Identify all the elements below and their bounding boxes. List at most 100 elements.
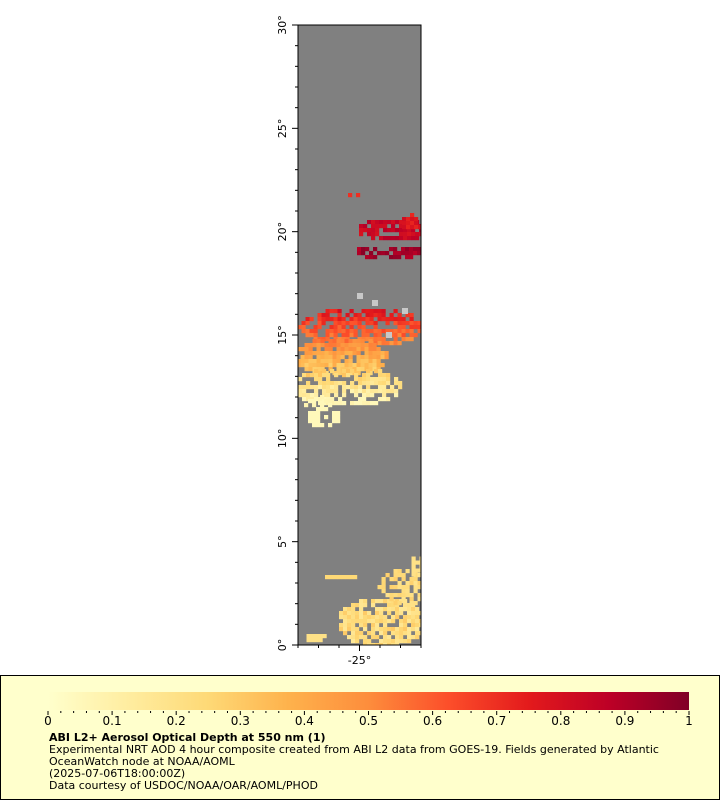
aod-cell [349,325,354,330]
aod-cell [342,385,347,390]
aod-cell [415,232,420,237]
aod-cell [409,337,414,342]
aod-cell [354,377,359,382]
aod-cell [344,363,349,368]
aod-cell [403,639,408,644]
aod-cell [336,367,341,372]
aod-cell [373,329,378,334]
aod-cell [383,623,388,628]
aod-cell [309,317,314,322]
aod-cell [401,577,406,582]
colorbar-tick-label: 0.4 [295,714,314,728]
aod-cell [411,615,416,620]
aod-cell [344,339,349,344]
aod-cell [363,603,368,608]
aod-cell [310,393,315,398]
aod-cell [367,643,372,645]
aod-cell [320,339,325,344]
aod-cell [385,341,390,346]
aod-cell [333,309,338,314]
aod-cell [379,615,384,620]
aod-cell [333,333,338,338]
aod-cell [330,381,335,386]
aod-cell [417,247,421,252]
aod-cell [409,321,414,326]
latitude-label: 5° [276,535,289,548]
aod-cell [401,573,406,578]
aod-cell [386,381,391,386]
aod-cell [357,313,362,318]
aod-cell [320,407,325,412]
aod-cell [367,232,372,237]
aod-cell [377,309,382,314]
colorbar-tick-label: 0.7 [487,714,506,728]
aod-cell [401,597,406,602]
aod-cell [312,339,317,344]
aod-cell [406,225,411,230]
aod-cell [363,615,368,620]
aod-cell [369,321,374,326]
aod-cell [347,623,352,628]
aod-cell [387,220,392,225]
aod-cell [340,347,345,352]
aod-cell [367,615,372,620]
aod-cell [301,325,306,330]
aod-cell [377,317,382,322]
aod-cell [401,593,406,598]
aod-cell [360,367,365,372]
aod-cell [378,381,383,386]
aod-cell [411,611,416,616]
aod-cell [351,603,356,608]
aod-cell [354,385,359,390]
aod-cell [320,359,325,364]
aod-cell [359,232,364,237]
aod-cell [333,325,338,330]
aod-cell [374,369,379,374]
legend-panel: 0 0.1 0.2 0.3 0.4 0.5 0.6 0.7 0.8 0.9 1 ABI L2+ Ae… [0,675,720,800]
aod-cell [347,611,352,616]
aod-cell [417,593,421,598]
aod-cell [357,317,362,322]
aod-cell [373,309,378,314]
aod-cell [365,333,370,338]
aod-cell [334,385,339,390]
aod-cell [409,255,414,260]
latitude-label: 15° [276,325,289,345]
aod-cell [405,255,410,260]
aod-cell [370,401,375,406]
aod-cell [336,339,341,344]
aod-cell [361,309,366,314]
aod-cell [334,393,339,398]
aod-cell [353,317,358,322]
aod-cell [381,577,386,582]
aod-cell [405,329,410,334]
aod-cell [342,369,347,374]
aod-cell [375,615,380,620]
aod-cell [317,313,322,318]
aod-cell [333,575,338,580]
aod-cell [334,401,339,406]
aod-cell [377,337,382,342]
aod-cell [391,607,396,612]
aod-cell [344,359,349,364]
aod-cell [313,325,318,330]
aod-cell [389,341,394,346]
aod-cell [366,377,371,382]
aod-cell [375,599,380,604]
aod-cell [314,393,319,398]
aod-cell [360,343,365,348]
aod-cell [336,371,341,376]
aod-cell [343,631,348,636]
aod-cell [369,251,374,256]
aod-cell [337,321,342,326]
aod-cell [306,634,311,639]
aod-cell [407,615,412,620]
aod-cell [375,228,380,233]
aod-cell [382,397,387,402]
aod-cell [343,611,348,616]
aod-cell [413,601,418,606]
aod-cell [386,373,391,378]
aod-cell [409,325,414,330]
aod-cell [379,224,384,229]
aod-cell [375,232,380,237]
